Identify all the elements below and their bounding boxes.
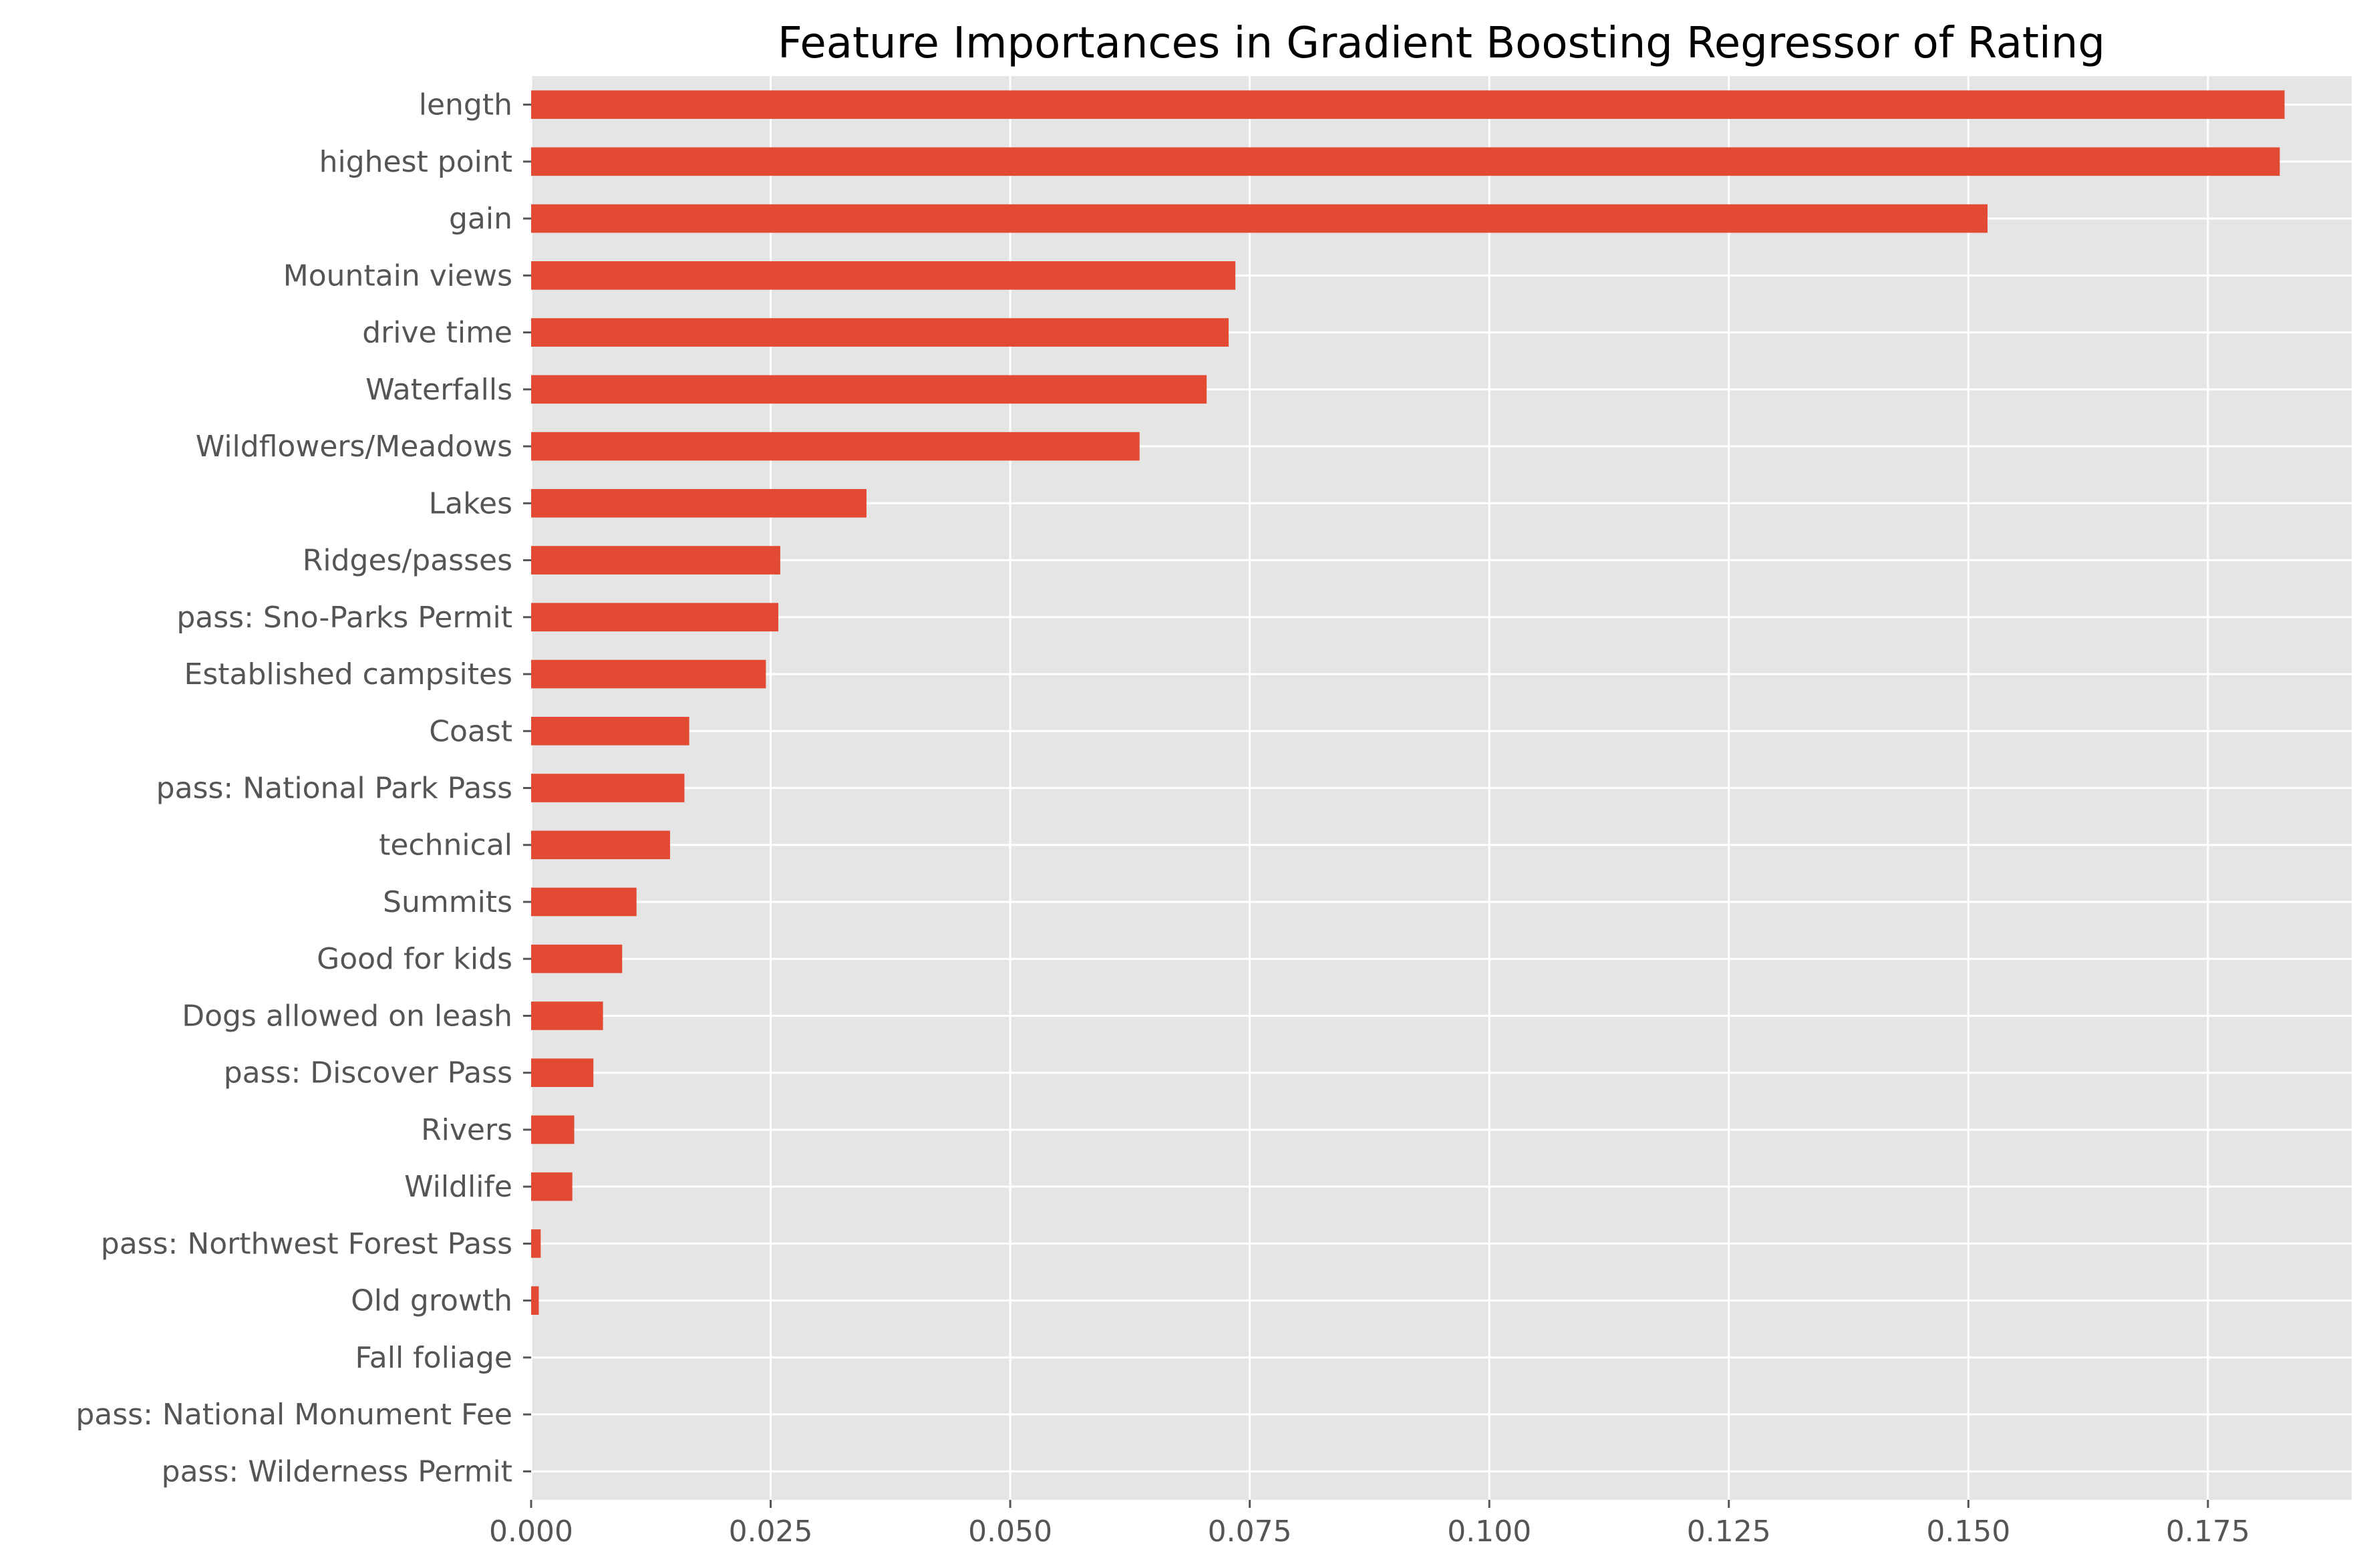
bar: [531, 375, 1207, 404]
bar: [531, 944, 623, 973]
y-tick-label: Coast: [429, 714, 512, 748]
bar: [531, 488, 866, 518]
y-tick-label: Established campsites: [184, 657, 512, 691]
y-tick-label: Lakes: [429, 486, 512, 520]
x-tick-marks: 0.000 0.025 0.050 0.075 0.100 0.125 0.150 0.175: [489, 1500, 2250, 1549]
chart-title: Feature Importances in Gradient Boosting…: [778, 19, 2105, 68]
bar: [531, 546, 780, 575]
y-tick-label: gain: [449, 202, 512, 236]
bar: [531, 659, 766, 689]
y-tick-label: Fall foliage: [355, 1341, 513, 1375]
y-tick-label: highest point: [319, 145, 512, 179]
y-tick-label: pass: National Monument Fee: [75, 1398, 512, 1432]
bar: [531, 261, 1236, 290]
x-tick-label: 0.000: [489, 1515, 573, 1549]
bar: [531, 432, 1140, 461]
bar: [531, 1058, 594, 1088]
y-tick-label: drive time: [362, 316, 512, 350]
y-tick-label: Dogs allowed on leash: [182, 999, 512, 1033]
y-tick-label: Old growth: [351, 1284, 512, 1318]
bar: [531, 603, 779, 632]
bar: [531, 1229, 541, 1258]
x-tick-label: 0.150: [1926, 1515, 2010, 1549]
bar: [531, 830, 670, 860]
x-tick-label: 0.075: [1208, 1515, 1292, 1549]
y-tick-label: Wildlife: [404, 1170, 512, 1204]
y-tick-label: pass: Northwest Forest Pass: [101, 1227, 512, 1261]
y-tick-label: pass: Wilderness Permit: [162, 1454, 512, 1488]
bar: [531, 318, 1229, 347]
bar: [531, 1115, 575, 1144]
bar: [531, 1172, 573, 1201]
y-tick-label: Wildflowers/Meadows: [196, 430, 512, 464]
y-tick-label: length: [419, 88, 512, 122]
x-tick-label: 0.100: [1447, 1515, 1531, 1549]
bar: [531, 204, 1988, 233]
bar: [531, 1001, 603, 1030]
bars: [531, 90, 2285, 1315]
bar: [531, 716, 689, 746]
bar: [531, 1286, 539, 1315]
y-tick-marks: length highest point gain Mountain views dri…: [75, 88, 531, 1488]
bar: [531, 774, 685, 802]
y-tick-label: Good for kids: [317, 942, 512, 976]
x-tick-label: 0.025: [729, 1515, 813, 1549]
bar: [531, 887, 637, 917]
x-tick-label: 0.050: [968, 1515, 1052, 1549]
y-tick-label: pass: National Park Pass: [156, 772, 512, 806]
y-tick-label: Rivers: [421, 1113, 512, 1147]
y-tick-label: pass: Discover Pass: [224, 1056, 512, 1090]
x-tick-label: 0.175: [2166, 1515, 2250, 1549]
y-tick-label: technical: [379, 828, 512, 863]
x-tick-label: 0.125: [1687, 1515, 1771, 1549]
y-tick-label: Ridges/passes: [303, 544, 512, 578]
y-tick-label: Summits: [383, 885, 512, 919]
bar: [531, 147, 2280, 176]
y-tick-label: Waterfalls: [365, 373, 512, 407]
y-tick-label: pass: Sno-Parks Permit: [176, 601, 512, 635]
bar: [531, 90, 2285, 119]
y-tick-label: Mountain views: [283, 259, 512, 293]
